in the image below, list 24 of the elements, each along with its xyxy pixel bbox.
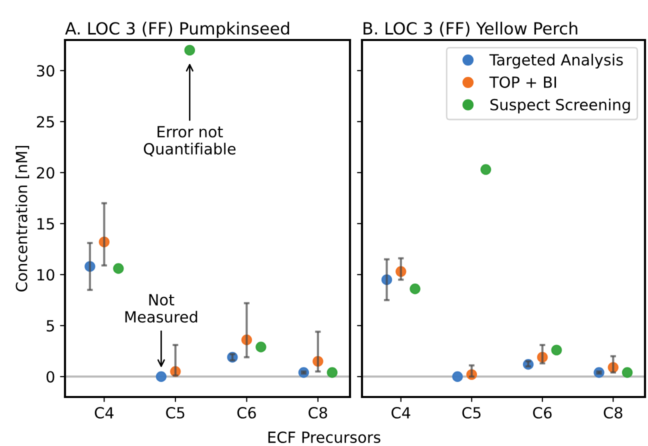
y-tick-label: 15 bbox=[38, 218, 54, 230]
x-tick-label: C5 bbox=[462, 406, 481, 419]
chart-title: A. LOC 3 (FF) Pumpkinseed bbox=[65, 22, 290, 38]
y-tick-label: 0 bbox=[46, 371, 54, 383]
x-tick-label: C8 bbox=[308, 406, 328, 419]
annotation: Error not Quantifiable bbox=[144, 126, 236, 156]
annotation: Not Measured bbox=[125, 294, 198, 323]
y-tick-label: 5 bbox=[46, 320, 54, 332]
chart-title: B. LOC 3 (FF) Yellow Perch bbox=[364, 22, 578, 37]
legend-label: Suspect Screening bbox=[490, 98, 630, 114]
legend-label: TOP + BI bbox=[489, 76, 556, 88]
x-tick-label: C6 bbox=[533, 406, 552, 419]
x-tick-label: C8 bbox=[604, 406, 622, 419]
y-axis-title: Concentration [nM] bbox=[15, 146, 30, 292]
x-tick-label: C4 bbox=[94, 406, 114, 419]
y-tick-label: 30 bbox=[37, 65, 54, 77]
y-tick-label: 10 bbox=[38, 269, 54, 281]
y-tick-label: 20 bbox=[36, 167, 54, 179]
legend-label: Targeted Analysis bbox=[489, 54, 623, 69]
x-tick-label: C4 bbox=[392, 406, 410, 419]
x-tick-label: C6 bbox=[237, 406, 256, 419]
x-tick-label: C5 bbox=[166, 406, 184, 419]
x-axis-title: ECF Precursors bbox=[268, 431, 380, 444]
y-tick-label: 25 bbox=[36, 116, 54, 128]
